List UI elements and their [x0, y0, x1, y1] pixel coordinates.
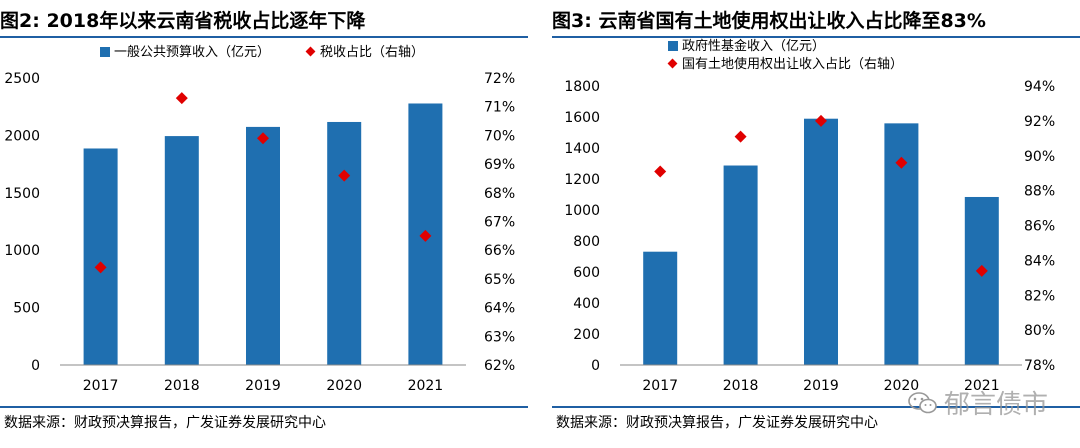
title-text: 云南省国有土地使用权出让收入占比降至83% [598, 10, 986, 32]
bar [83, 148, 118, 365]
source-divider [0, 406, 528, 408]
chart-panel-fig3: 图3: 云南省国有土地使用权出让收入占比降至83% 政府性基金收入（亿元） 国有土… [552, 0, 1080, 448]
bar [964, 196, 999, 365]
legend-swatch-marker [305, 46, 316, 57]
right-axis-tick-label: 94% [1024, 79, 1055, 95]
left-axis-tick-label: 0 [31, 358, 40, 374]
legend-swatch-bar [100, 47, 110, 57]
marker-point [895, 156, 908, 169]
right-axis-tick-label: 78% [1024, 358, 1055, 374]
x-axis-tick-label: 2018 [164, 378, 200, 394]
right-axis-tick-label: 64% [484, 301, 515, 317]
left-axis-tick-label: 1600 [564, 110, 600, 126]
right-axis-tick-label: 68% [484, 186, 515, 202]
legend-swatch-bar [668, 41, 678, 51]
left-axis-tick-label: 1800 [564, 79, 600, 95]
left-axis-tick-label: 2000 [4, 128, 40, 144]
title-divider [552, 36, 1080, 38]
x-axis-tick-label: 2019 [803, 378, 839, 394]
right-axis-tick-label: 82% [1024, 288, 1055, 304]
chart-panel-fig2: 图2: 2018年以来云南省税收占比逐年下降 一般公共预算收入（亿元） 税收占比（… [0, 0, 528, 448]
left-axis-tick-label: 1500 [4, 186, 40, 202]
figure-label: 图3: [552, 10, 592, 32]
legend-label-bar: 一般公共预算收入（亿元） [114, 44, 270, 60]
left-axis-tick-label: 1400 [564, 141, 600, 157]
left-axis-tick-label: 1000 [4, 243, 40, 259]
legend: 一般公共预算收入（亿元） 税收占比（右轴） [100, 44, 424, 60]
marker-point [94, 261, 107, 274]
x-axis-tick-label: 2019 [245, 378, 281, 394]
chart-title-fig3: 图3: 云南省国有土地使用权出让收入占比降至83% [552, 6, 986, 33]
legend-label-marker: 税收占比（右轴） [320, 45, 424, 60]
x-axis-tick-label: 2021 [408, 378, 444, 394]
left-axis-tick-label: 1000 [564, 203, 600, 219]
right-axis-tick-label: 86% [1024, 219, 1055, 235]
marker-point [975, 264, 988, 277]
legend: 政府性基金收入（亿元） 国有土地使用权出让收入占比（右轴） [667, 38, 903, 72]
watermark: 郁言债市 [908, 384, 1048, 421]
source-note: 数据来源：财政预决算报告，广发证券发展研究中心 [556, 415, 878, 431]
legend-label-marker: 国有土地使用权出让收入占比（右轴） [682, 56, 903, 72]
right-axis-tick-label: 71% [484, 100, 515, 116]
figure-label: 图2: [0, 10, 40, 32]
source-note: 数据来源：财政预决算报告，广发证券发展研究中心 [4, 415, 326, 431]
left-axis-tick-label: 1200 [564, 172, 600, 188]
title-divider [0, 36, 528, 38]
right-axis-tick-label: 72% [484, 71, 515, 87]
left-axis-tick-label: 0 [591, 358, 600, 374]
source-divider [552, 406, 1080, 408]
marker-point [338, 169, 351, 182]
marker-point [419, 229, 432, 242]
marker-point [175, 92, 188, 105]
right-axis-tick-label: 92% [1024, 114, 1055, 130]
title-text: 2018年以来云南省税收占比逐年下降 [46, 10, 366, 32]
left-axis-tick-label: 400 [573, 296, 600, 312]
x-axis-tick-label: 2017 [642, 378, 678, 394]
x-axis-tick-label: 2017 [83, 378, 119, 394]
right-axis-tick-label: 90% [1024, 149, 1055, 165]
x-axis-tick-label: 2020 [884, 378, 920, 394]
right-axis-tick-label: 70% [484, 128, 515, 144]
bar [643, 251, 678, 365]
bar [164, 136, 199, 365]
right-axis-tick-label: 67% [484, 215, 515, 231]
left-axis-tick-label: 800 [573, 234, 600, 250]
right-axis-tick-label: 65% [484, 272, 515, 288]
marker-point [654, 165, 667, 178]
right-axis-tick-label: 88% [1024, 184, 1055, 200]
bar [246, 126, 280, 365]
marker-point [815, 114, 827, 127]
bar-chart-fig2: 一般公共预算收入（亿元） 税收占比（右轴） 0 500 1000 1500 2000 2500… [4, 44, 515, 394]
marker-point [734, 130, 747, 143]
right-axis-tick-label: 80% [1024, 323, 1055, 339]
x-axis-tick-label: 2020 [326, 378, 362, 394]
right-axis-tick-label: 62% [484, 358, 515, 374]
legend-swatch-marker [667, 58, 678, 69]
left-axis-tick-label: 2500 [4, 71, 40, 87]
left-axis-tick-label: 500 [13, 301, 40, 317]
right-axis-tick-label: 69% [484, 157, 515, 173]
right-axis-tick-label: 66% [484, 243, 515, 259]
marker-point [257, 132, 269, 145]
left-axis-tick-label: 200 [573, 327, 600, 343]
watermark-text: 郁言债市 [943, 390, 1048, 420]
right-axis-tick-label: 84% [1024, 253, 1055, 269]
bar [723, 165, 758, 365]
right-axis-tick-label: 63% [484, 329, 515, 345]
chart-title-fig2: 图2: 2018年以来云南省税收占比逐年下降 [0, 6, 365, 33]
bar [327, 121, 362, 365]
wechat-icon [908, 391, 937, 413]
left-axis-tick-label: 600 [573, 265, 600, 281]
bar [804, 118, 838, 365]
x-axis-tick-label: 2021 [964, 378, 1000, 394]
legend-label-bar: 政府性基金收入（亿元） [682, 38, 825, 54]
x-axis-tick-label: 2018 [723, 378, 759, 394]
bar-chart-fig3: 政府性基金收入（亿元） 国有土地使用权出让收入占比（右轴） 0 200 400 600 80… [564, 38, 1055, 394]
